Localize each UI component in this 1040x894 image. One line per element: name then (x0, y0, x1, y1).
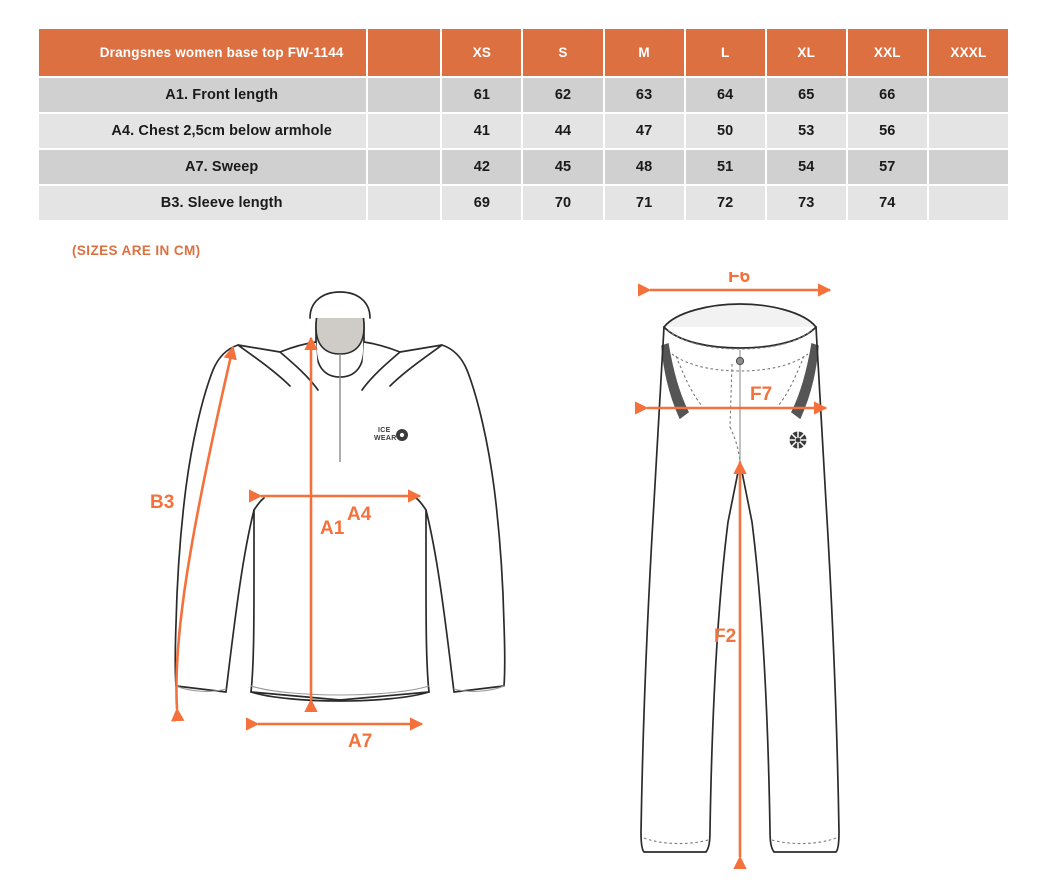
size-header-xxl: XXL (847, 29, 927, 76)
spacer-cell (368, 78, 441, 112)
cell-a7-l: 51 (685, 150, 765, 184)
table-row: A1. Front length 61 62 63 64 65 66 (39, 78, 1008, 112)
women-base-top-diagram: ICE WEAR B3 A4 (150, 291, 506, 752)
cell-b3-s: 70 (523, 186, 603, 220)
cell-b3-l: 72 (685, 186, 765, 220)
pant-side-seams (661, 343, 819, 468)
cell-b3-m: 71 (604, 186, 684, 220)
cell-a7-xxxl (928, 150, 1008, 184)
logo-text-line2: WEAR (374, 435, 397, 442)
cell-a1-xxxl (928, 78, 1008, 112)
cell-a4-m: 47 (604, 114, 684, 148)
logo-text-line1: ICE (378, 427, 391, 434)
spacer-cell (368, 150, 441, 184)
table-row: A4. Chest 2,5cm below armhole 41 44 47 5… (39, 114, 1008, 148)
cell-a4-xxl: 56 (847, 114, 927, 148)
cell-a1-s: 62 (523, 78, 603, 112)
cell-a4-s: 44 (523, 114, 603, 148)
snowflake-icon (789, 431, 807, 449)
measurement-label-a7: A7. Sweep (39, 150, 367, 184)
label-a7: A7 (348, 731, 372, 752)
cell-a1-xs: 61 (442, 78, 522, 112)
cell-a4-xs: 41 (442, 114, 522, 148)
cell-a7-m: 48 (604, 150, 684, 184)
cell-a4-xl: 53 (766, 114, 846, 148)
arrow-b3-sleeve-length (170, 345, 237, 722)
sizes-unit-note: (SIZES ARE IN CM) (72, 243, 201, 258)
cell-a7-xl: 54 (766, 150, 846, 184)
spacer-cell (368, 114, 441, 148)
measurement-label-b3: B3. Sleeve length (39, 186, 367, 220)
cell-a1-m: 63 (604, 78, 684, 112)
cell-a4-xxxl (928, 114, 1008, 148)
spacer-cell (368, 186, 441, 220)
cell-b3-xs: 69 (442, 186, 522, 220)
snowflake-icon (396, 429, 408, 441)
cell-b3-xxl: 74 (847, 186, 927, 220)
label-b3: B3 (150, 492, 174, 513)
pant-garment-outline (640, 303, 840, 853)
table-row: B3. Sleeve length 69 70 71 72 73 74 (39, 186, 1008, 220)
cell-a1-xl: 65 (766, 78, 846, 112)
product-title-header: Drangsnes women base top FW-1144 (39, 29, 367, 76)
cell-a1-xxl: 66 (847, 78, 927, 112)
cell-a7-s: 45 (523, 150, 603, 184)
cell-a7-xxl: 57 (847, 150, 927, 184)
cell-a1-l: 64 (685, 78, 765, 112)
table-header-row: Drangsnes women base top FW-1144 XS S M … (39, 29, 1008, 76)
cell-b3-xxxl (928, 186, 1008, 220)
waist-button-icon (735, 356, 745, 366)
cell-b3-xl: 73 (766, 186, 846, 220)
size-header-s: S (523, 29, 603, 76)
base-layer-pant-diagram: F6 F7 F2 (634, 272, 840, 870)
spacer-header (368, 29, 441, 76)
icewear-logo: ICE WEAR (374, 427, 408, 442)
size-header-m: M (604, 29, 684, 76)
label-a1: A1 (320, 518, 345, 539)
size-chart-table: Drangsnes women base top FW-1144 XS S M … (37, 27, 1010, 222)
label-f2: F2 (714, 626, 736, 647)
cell-a7-xs: 42 (442, 150, 522, 184)
measurement-arrows (170, 336, 424, 731)
technical-drawings-area: ICE WEAR B3 A4 (0, 272, 1040, 892)
size-chart-table-container: Drangsnes women base top FW-1144 XS S M … (37, 27, 1010, 222)
size-header-xxxl: XXXL (928, 29, 1008, 76)
label-f6: F6 (728, 272, 750, 287)
size-header-l: L (685, 29, 765, 76)
cell-a4-l: 50 (685, 114, 765, 148)
measurement-label-a1: A1. Front length (39, 78, 367, 112)
size-header-xl: XL (766, 29, 846, 76)
label-f7: F7 (750, 384, 772, 405)
measurement-label-a4: A4. Chest 2,5cm below armhole (39, 114, 367, 148)
label-a4: A4 (347, 504, 372, 525)
table-row: A7. Sweep 42 45 48 51 54 57 (39, 150, 1008, 184)
measurement-arrows (634, 283, 832, 870)
size-header-xs: XS (442, 29, 522, 76)
